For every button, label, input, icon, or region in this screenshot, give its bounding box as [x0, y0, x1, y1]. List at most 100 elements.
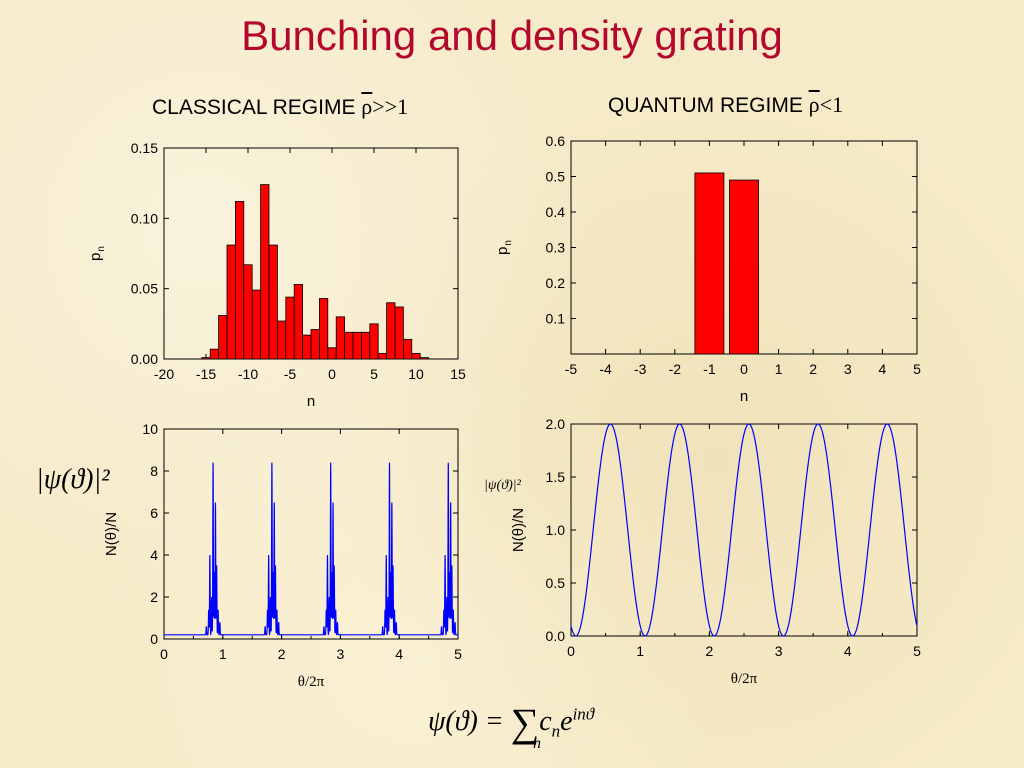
quantum_pn-bars	[694, 172, 759, 355]
x-tick-label: 4	[879, 361, 887, 377]
bar	[386, 302, 396, 360]
y-tick-label: 0.15	[131, 140, 158, 156]
bar	[234, 201, 245, 360]
bar	[218, 314, 228, 360]
x-tick-label: 4	[844, 643, 852, 659]
rho-bar-symbol: ρ	[808, 92, 820, 117]
formula-coef: c	[539, 706, 552, 737]
x-tick-label: -10	[238, 366, 258, 382]
y-tick-label: 0.1	[546, 311, 566, 327]
x-tick-label: 5	[370, 366, 378, 382]
x-tick-label: 0	[740, 361, 748, 377]
bar	[352, 331, 362, 360]
slide-title: Bunching and density grating	[241, 12, 783, 59]
quantum-regime-label: QUANTUM REGIME	[608, 94, 809, 117]
quantum_density-axes: 0 1 2 3 4 5 0.0 0.5 1.0 1.5 2.0 θ/2π N(θ)/N	[510, 416, 921, 687]
x-tick-label: 2	[706, 643, 714, 659]
x-tick-label: -4	[599, 361, 612, 377]
y-tick-label: 0.10	[131, 210, 158, 226]
wavefunction-formula: ψ(ϑ) = ∑cneinϑ n	[428, 693, 595, 752]
x-tick-label: 1	[636, 643, 644, 659]
psi-squared-label: |ψ(ϑ)|²	[36, 464, 110, 495]
bar	[201, 357, 211, 360]
bar	[402, 338, 413, 360]
quantum-regime-relation: <1	[819, 92, 844, 117]
y-tick-label: 4	[150, 547, 158, 563]
y-axis-label: pn	[494, 240, 514, 255]
x-tick-label: -2	[669, 361, 682, 377]
bar	[694, 172, 725, 355]
bar	[209, 348, 219, 360]
classical-regime-label: CLASSICAL REGIME	[152, 96, 362, 119]
y-tick-label: 2.0	[546, 416, 566, 432]
quantum_density-line	[570, 423, 918, 637]
y-axis-label: N(θ)/N	[510, 508, 527, 552]
y-tick-label: 0	[150, 631, 158, 647]
plot-frame	[163, 147, 459, 360]
y-tick-label: 1.0	[546, 522, 566, 538]
rho-bar-symbol: ρ	[361, 94, 373, 119]
y-tick-label: 0.2	[546, 275, 566, 291]
x-tick-label: 15	[450, 366, 466, 382]
x-axis-label: θ/2π	[298, 674, 325, 690]
y-axis-label-sub: n	[503, 240, 514, 246]
y-axis-label: pn	[87, 246, 107, 261]
y-axis-label: N(θ)/N	[103, 512, 120, 556]
y-tick-label: 0.5	[546, 575, 566, 591]
y-tick-label: 10	[142, 421, 158, 437]
y-tick-label: 0.05	[131, 281, 158, 297]
y-tick-label: 2	[150, 589, 158, 605]
y-tick-label: 0.0	[546, 628, 566, 644]
x-axis-label: n	[307, 393, 315, 410]
bar	[310, 329, 320, 360]
y-tick-label: 8	[150, 463, 158, 479]
y-tick-label: 0.5	[546, 169, 566, 185]
x-tick-label: -1	[703, 361, 716, 377]
bar	[411, 352, 421, 360]
bar	[302, 334, 312, 360]
bar	[243, 264, 253, 360]
x-axis-label: n	[740, 388, 748, 405]
classical-regime-heading: CLASSICAL REGIME ρ>>1	[152, 94, 408, 120]
classical_density-axes: 0 1 2 3 4 5 0 2 4 6 8 10 θ/2π N(θ)/N	[103, 421, 462, 690]
psi-squared-small-label: |ψ(ϑ)|²	[484, 478, 521, 493]
bar	[729, 179, 759, 355]
x-tick-label: 5	[454, 646, 462, 662]
quantum-regime-heading: QUANTUM REGIME ρ<1	[608, 92, 843, 118]
bar	[394, 306, 404, 360]
formula-base: e	[560, 706, 573, 737]
x-tick-label: 5	[913, 361, 921, 377]
plot-frame	[570, 423, 918, 637]
x-tick-label: 10	[408, 366, 424, 382]
bar	[335, 316, 346, 360]
y-axis-label-sub: n	[96, 246, 107, 252]
bar	[276, 320, 287, 360]
bar	[419, 357, 430, 360]
bar	[260, 184, 270, 360]
x-tick-label: 0	[567, 643, 575, 659]
x-tick-label: 2	[278, 646, 286, 662]
x-tick-label: -5	[565, 361, 578, 377]
classical_density-line	[164, 462, 458, 636]
x-tick-label: 1	[775, 361, 783, 377]
formula-exponent: inϑ	[572, 704, 595, 724]
bar	[285, 296, 295, 360]
bar	[226, 244, 236, 360]
x-axis-label: θ/2π	[731, 671, 758, 687]
y-tick-label: 0.4	[546, 204, 566, 220]
y-tick-label: 0.6	[546, 133, 566, 149]
plot-frame	[163, 428, 459, 640]
x-tick-label: 0	[160, 646, 168, 662]
bar	[360, 331, 371, 360]
classical-regime-relation: >>1	[372, 94, 409, 119]
formula-coef-sub: n	[551, 721, 561, 741]
x-tick-label: 3	[775, 643, 783, 659]
y-tick-label: 6	[150, 505, 158, 521]
x-tick-label: 1	[219, 646, 227, 662]
bar	[293, 284, 304, 360]
y-tick-label: 0.00	[131, 351, 158, 367]
x-tick-label: 2	[809, 361, 817, 377]
classical_pn-bars	[201, 184, 430, 360]
